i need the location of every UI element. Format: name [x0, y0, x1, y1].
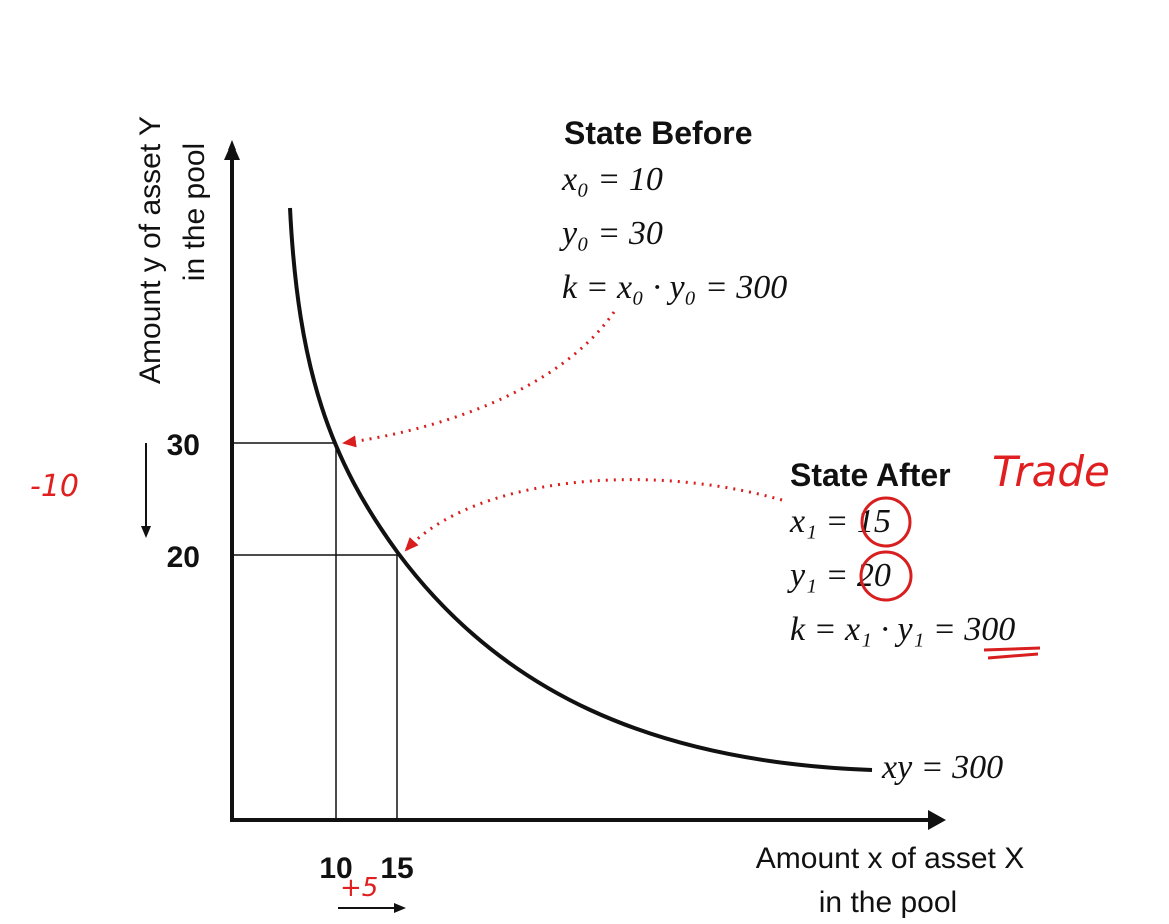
- state-after-title: State After: [790, 457, 951, 493]
- underline-mark: [983, 646, 1041, 660]
- state-after-line: y₁ = 20: [787, 557, 891, 594]
- state-before-line: k = x₀ · y₀ = 300: [562, 269, 787, 306]
- pointer-arrow: [342, 311, 616, 448]
- pointer-arrow: [404, 478, 783, 552]
- x-axis-label: in the pool: [819, 886, 957, 919]
- y-tick-label: 30: [167, 429, 200, 462]
- state-before-title: State Before: [564, 115, 753, 151]
- curve: [288, 207, 873, 772]
- guides: [232, 442, 398, 820]
- handwritten-note: +5: [340, 873, 378, 903]
- handwritten-note: Trade: [992, 447, 1110, 496]
- y-tick-label: 20: [167, 541, 200, 574]
- state-before-line: x₀ = 10: [561, 161, 663, 198]
- y-axis-label: in the pool: [178, 143, 211, 281]
- x-axis-label: Amount x of asset X: [756, 842, 1024, 875]
- state-before-line: y₀ = 30: [559, 215, 663, 252]
- handwritten-note: -10: [30, 469, 79, 504]
- state-after-line: k = x₁ · y₁ = 300: [790, 611, 1015, 648]
- circle-mark: [860, 496, 912, 548]
- x-axis-arrow: [928, 810, 946, 830]
- circle-mark: [859, 550, 913, 602]
- x-tick-label: 15: [380, 852, 413, 885]
- y-axis-arrow: [224, 142, 240, 160]
- curve-label: xy = 300: [881, 749, 1003, 786]
- state-after-line: x₁ = 15: [789, 503, 891, 540]
- y-axis-label: Amount y of asset Y: [134, 116, 167, 384]
- x-tick-label: 10: [319, 852, 352, 885]
